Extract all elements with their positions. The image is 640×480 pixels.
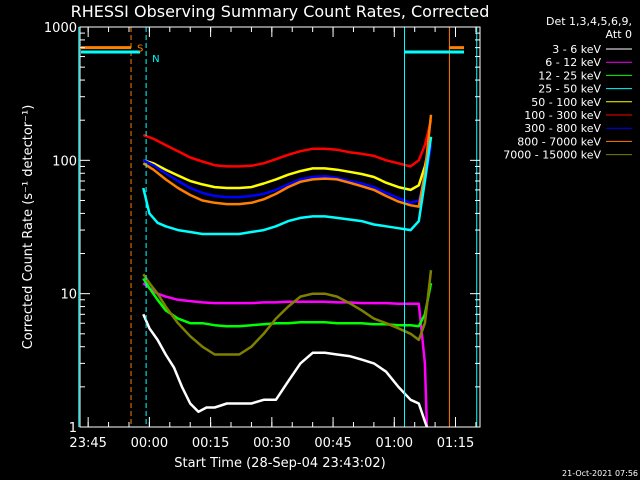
x-axis-label: Start Time (28-Sep-04 23:43:02) bbox=[174, 456, 385, 471]
series-line-6-12-kev bbox=[142, 282, 429, 428]
x-tick-label: 00:00 bbox=[131, 436, 168, 451]
legend-label-25-50-kev: 25 - 50 keV bbox=[538, 83, 601, 96]
series-layer bbox=[142, 114, 433, 428]
series-line-12-25-kev bbox=[142, 277, 433, 328]
legend-label-300-800-kev: 300 - 800 keV bbox=[524, 122, 601, 135]
series-line-300-800-kev bbox=[142, 144, 433, 205]
series-line-3-6-kev bbox=[142, 313, 429, 428]
series-line-50-100-kev bbox=[142, 136, 433, 192]
series-line-800-7000-kev bbox=[142, 114, 433, 208]
legend-label-50-100-kev: 50 - 100 keV bbox=[531, 96, 601, 109]
legend-label-7000-15000-kev: 7000 - 15000 keV bbox=[503, 149, 601, 162]
series-line-100-300-kev bbox=[142, 119, 433, 168]
markers-layer: SN bbox=[78, 27, 478, 427]
legend-header-attenuator: Att 0 bbox=[606, 28, 632, 41]
timestamp: 21-Oct-2021 07:56 bbox=[562, 469, 638, 478]
legend-label-800-7000-kev: 800 - 7000 keV bbox=[517, 135, 601, 148]
series-line-25-50-kev bbox=[142, 136, 433, 236]
y-axis: 1 10 100 1000 bbox=[44, 21, 480, 436]
x-tick-label: 01:00 bbox=[376, 436, 413, 451]
x-tick-label: 23:45 bbox=[69, 436, 106, 451]
y-tick-label: 1000 bbox=[44, 21, 77, 36]
x-tick-label: 00:30 bbox=[253, 436, 290, 451]
legend-label-100-300-kev: 100 - 300 keV bbox=[524, 109, 601, 122]
x-tick-label: 00:45 bbox=[314, 436, 351, 451]
saa-label: S bbox=[137, 44, 143, 55]
series-line-7000-15000-kev bbox=[142, 270, 433, 356]
y-axis-label: Corrected Count Rate (s⁻¹ detector⁻¹) bbox=[21, 105, 36, 350]
night-label: N bbox=[152, 54, 159, 65]
x-tick-label: 00:15 bbox=[192, 436, 229, 451]
x-axis: 23:45 00:00 00:15 00:30 00:45 01:00 01:15 bbox=[69, 27, 477, 451]
y-tick-label: 100 bbox=[52, 154, 77, 169]
legend-label-6-12-kev: 6 - 12 keV bbox=[545, 56, 601, 69]
legend-header-detectors: Det 1,3,4,5,6,9, bbox=[546, 15, 632, 28]
plot-frame bbox=[79, 26, 481, 428]
y-tick-label: 1 bbox=[69, 421, 77, 436]
x-tick-label: 01:15 bbox=[437, 436, 474, 451]
legend-label-3-6-kev: 3 - 6 keV bbox=[552, 43, 601, 56]
legend-label-12-25-kev: 12 - 25 keV bbox=[538, 69, 601, 82]
y-tick-label: 10 bbox=[60, 288, 77, 303]
chart-title: RHESSI Observing Summary Count Rates, Co… bbox=[71, 2, 490, 21]
